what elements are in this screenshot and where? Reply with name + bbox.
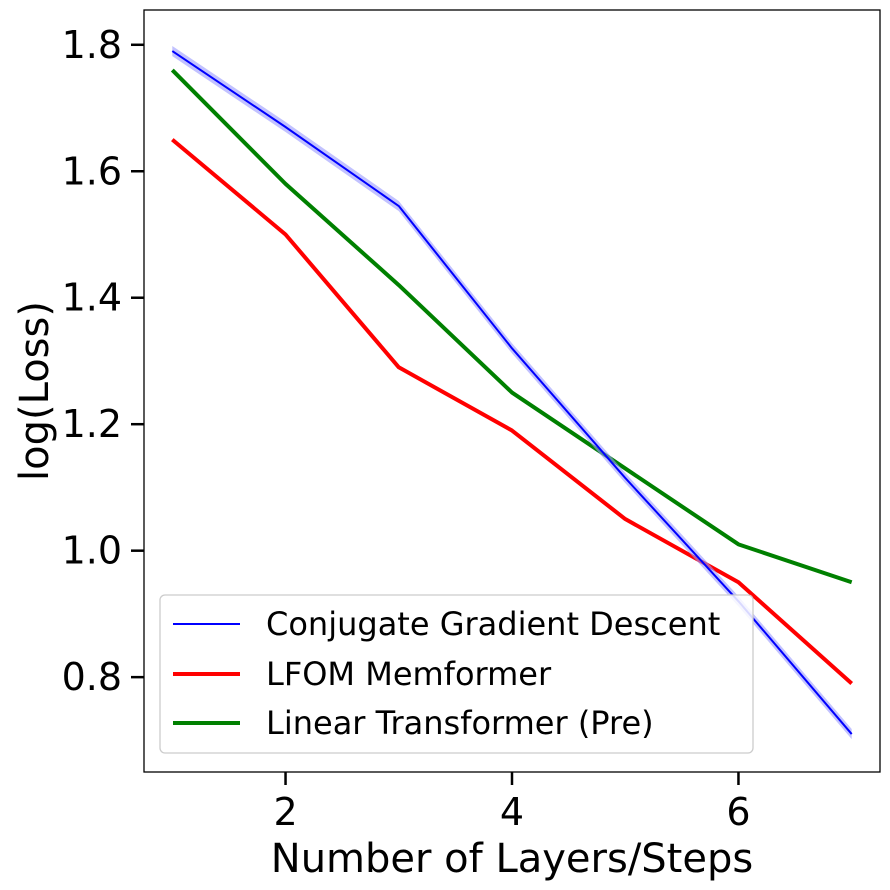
series-2 — [170, 68, 853, 585]
legend-label: LFOM Memformer — [266, 655, 552, 693]
y-axis-ticks: 0.8 1.0 1.2 1.4 1.6 1.8 — [62, 23, 144, 699]
series-1 — [171, 138, 854, 685]
y-tick-label: 1.8 — [62, 23, 122, 67]
legend-label: Linear Transformer (Pre) — [266, 704, 654, 742]
y-tick-label: 1.2 — [62, 402, 122, 446]
series-line — [171, 138, 854, 685]
y-tick-label: 0.8 — [62, 655, 122, 699]
legend-box — [159, 594, 754, 754]
x-axis-title: Number of Layers/Steps — [271, 836, 753, 882]
y-axis-title: log(Loss) — [12, 301, 58, 481]
x-tick-label: 4 — [500, 790, 524, 834]
x-axis-ticks: 2 4 6 — [273, 772, 751, 834]
x-tick-label: 6 — [726, 790, 750, 834]
y-tick-label: 1.6 — [62, 149, 122, 193]
legend: Conjugate Gradient Descent LFOM Memformer… — [159, 594, 754, 754]
series-line — [170, 68, 853, 585]
y-tick-label: 1.0 — [62, 529, 122, 573]
y-tick-label: 1.4 — [62, 276, 122, 320]
legend-label: Conjugate Gradient Descent — [266, 605, 720, 643]
x-tick-label: 2 — [273, 790, 297, 834]
